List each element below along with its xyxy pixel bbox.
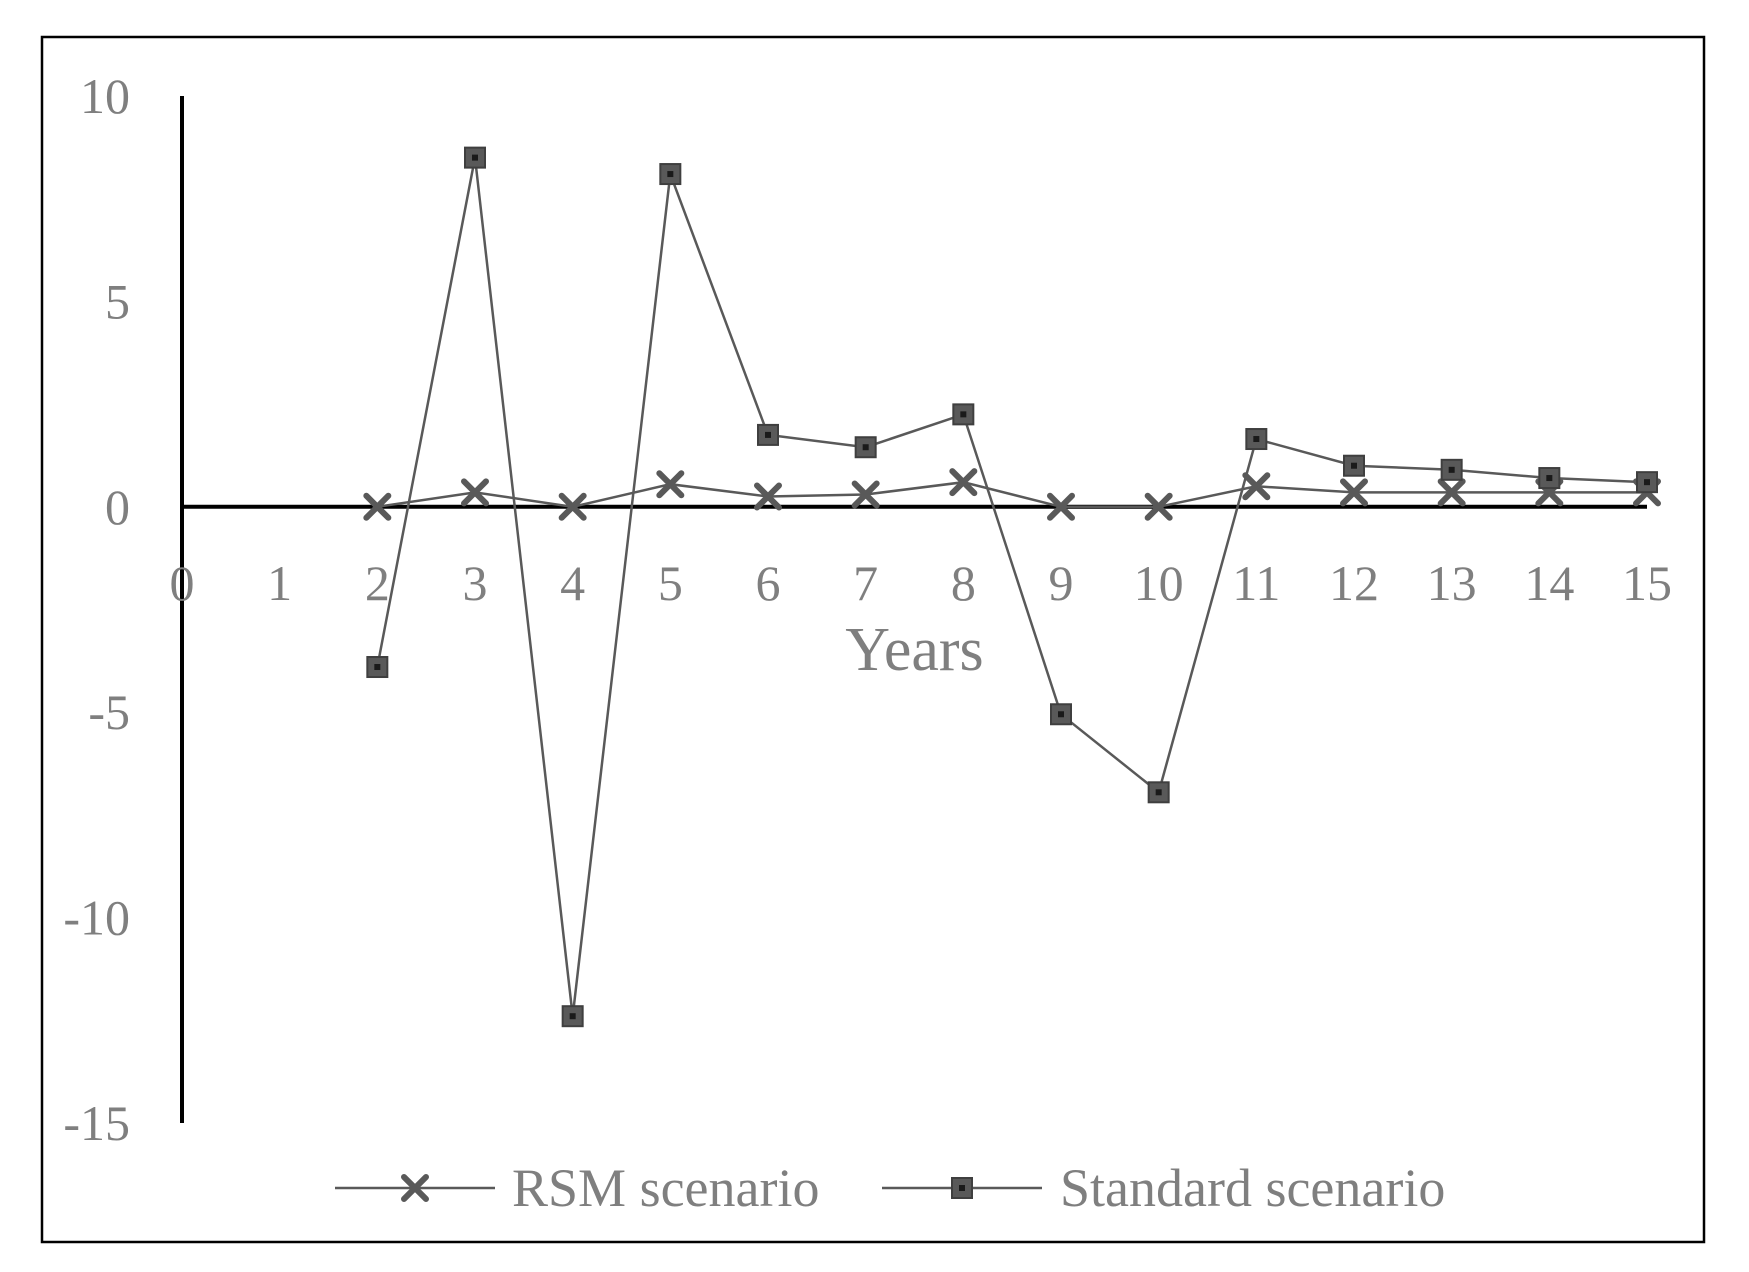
- data-point-center: [1448, 466, 1455, 473]
- data-point-stroke: [1047, 492, 1075, 521]
- data-point: [952, 403, 975, 426]
- data-point-stroke: [461, 478, 489, 507]
- data-point: [1440, 458, 1463, 481]
- data-point: [1242, 472, 1271, 501]
- series-line: [377, 480, 1647, 509]
- data-point-stroke: [851, 480, 880, 509]
- data-point: [854, 436, 877, 459]
- legend-marker: [401, 1174, 429, 1202]
- data-point-stroke: [1144, 492, 1173, 521]
- data-point: [1636, 471, 1658, 494]
- data-point-center: [1644, 479, 1650, 486]
- data-point-center: [667, 171, 674, 178]
- data-point: [1340, 478, 1368, 507]
- x-tick-label: 13: [1427, 555, 1477, 611]
- x-tick-label: 11: [1232, 555, 1280, 611]
- legend-marker-stroke: [401, 1174, 429, 1202]
- data-point: [1343, 454, 1365, 477]
- data-point: [1538, 467, 1561, 490]
- x-tick-label: 4: [560, 555, 585, 611]
- x-tick-label: 15: [1622, 555, 1672, 611]
- data-point-stroke: [558, 492, 587, 521]
- legend-item: Standard scenario: [882, 1158, 1445, 1218]
- data-point: [757, 423, 779, 446]
- x-tick-label: 14: [1524, 555, 1574, 611]
- y-tick-labels: 10 5 0 -5 -10 -15: [63, 68, 130, 1151]
- data-point: [1147, 781, 1170, 804]
- chart-frame: [40, 35, 1706, 1244]
- data-point-center: [1351, 462, 1357, 469]
- legend-label: Standard scenario: [1060, 1158, 1445, 1218]
- data-point-center: [374, 664, 381, 671]
- x-tick-label: 7: [853, 555, 878, 611]
- axes: [180, 96, 1647, 1123]
- x-tick-label: 2: [365, 555, 390, 611]
- data-point: [1437, 478, 1466, 507]
- data-point: [561, 1005, 584, 1028]
- series-rsm: [363, 468, 1661, 521]
- data-point: [1144, 492, 1173, 521]
- y-tick-label: 5: [105, 273, 130, 329]
- data-point-center: [472, 154, 478, 161]
- x-tick-label: 3: [463, 555, 488, 611]
- data-point-center: [1058, 711, 1064, 718]
- x-tick-label: 8: [951, 555, 976, 611]
- data-point-stroke: [1242, 472, 1271, 501]
- data-point: [656, 470, 685, 499]
- x-tick-labels: 0 1 2 3 4 5 6 7 8 9 10 11 12 13 14 15: [170, 555, 1673, 611]
- data-point-stroke: [656, 470, 685, 499]
- y-tick-label: 0: [105, 479, 130, 535]
- x-axis-title: Years: [845, 616, 983, 684]
- legend-item: RSM scenario: [335, 1158, 819, 1218]
- y-tick-label: -10: [63, 890, 130, 946]
- series-standard: [366, 146, 1658, 1028]
- data-point: [659, 163, 682, 186]
- data-point-center: [1253, 436, 1260, 443]
- y-tick-label: -5: [88, 684, 130, 740]
- data-point: [558, 492, 587, 521]
- legend: RSM scenario Standard scenario: [335, 1158, 1445, 1218]
- data-point-center: [1155, 789, 1162, 796]
- data-point: [363, 492, 392, 521]
- series-layer: [363, 146, 1661, 1028]
- x-tick-label: 1: [267, 555, 292, 611]
- data-point: [754, 482, 782, 511]
- data-point-stroke: [949, 468, 978, 497]
- data-point-center: [569, 1013, 576, 1020]
- data-point: [461, 478, 489, 507]
- data-point: [1047, 492, 1075, 521]
- y-tick-label: 10: [80, 68, 130, 124]
- y-tick-label: -15: [63, 1095, 130, 1151]
- data-point-center: [960, 411, 967, 418]
- data-point-center: [1546, 475, 1553, 482]
- x-tick-label: 5: [658, 555, 683, 611]
- data-point-stroke: [1340, 478, 1368, 507]
- x-tick-label: 12: [1329, 555, 1379, 611]
- legend-marker-center: [959, 1185, 965, 1191]
- data-point: [1050, 703, 1072, 726]
- data-point-stroke: [754, 482, 782, 511]
- legend-label: RSM scenario: [512, 1158, 819, 1218]
- x-tick-label: 9: [1049, 555, 1074, 611]
- data-point-stroke: [363, 492, 392, 521]
- series-line: [376, 157, 1648, 1017]
- legend-marker: [951, 1177, 973, 1199]
- data-point: [949, 468, 978, 497]
- x-tick-label: 0: [170, 555, 195, 611]
- x-tick-label: 10: [1134, 555, 1184, 611]
- data-point: [1245, 428, 1268, 451]
- data-point-stroke: [1437, 478, 1466, 507]
- data-point-center: [765, 431, 771, 438]
- data-point-center: [862, 444, 869, 451]
- x-tick-label: 6: [756, 555, 781, 611]
- data-point: [851, 480, 880, 509]
- data-point: [464, 146, 486, 169]
- data-point: [366, 656, 389, 679]
